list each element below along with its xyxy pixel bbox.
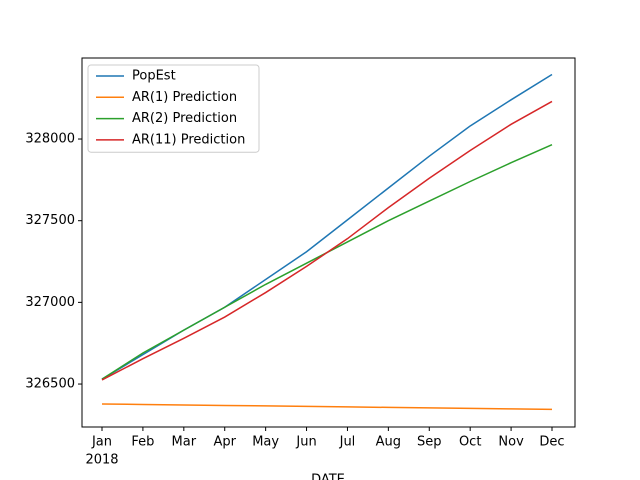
x-tick-label: Jan xyxy=(91,435,112,450)
axes-frame xyxy=(81,57,576,428)
x-axis-label: DATE xyxy=(311,473,345,480)
x-tick-label: Oct xyxy=(459,435,481,450)
x-tick-label: Jun xyxy=(295,435,316,450)
x-tick-label: Dec xyxy=(539,435,564,450)
y-tick-label: 327500 xyxy=(25,213,75,228)
x-tick-label: Nov xyxy=(498,435,524,450)
x-tick-label: Jul xyxy=(339,435,356,450)
y-tick-label: 327000 xyxy=(25,295,75,310)
legend-label: AR(11) Prediction xyxy=(132,132,245,147)
x-tick-label: May xyxy=(252,435,279,450)
series-line xyxy=(101,403,553,411)
legend-label: AR(2) Prediction xyxy=(132,111,237,126)
x-tick-label: Sep xyxy=(417,435,442,450)
x-tick-label: Feb xyxy=(131,435,154,450)
x-tick-label: Aug xyxy=(376,435,401,450)
legend-box xyxy=(87,64,260,153)
legend-label: AR(1) Prediction xyxy=(132,90,237,105)
plot-area xyxy=(101,73,553,411)
y-tick-label: 328000 xyxy=(25,132,75,147)
legend-label: PopEst xyxy=(132,69,176,84)
year-label: 2018 xyxy=(85,453,118,468)
x-tick-label: Mar xyxy=(172,435,197,450)
y-tick-label: 326500 xyxy=(25,377,75,392)
x-tick-label: Apr xyxy=(213,435,236,450)
series-line xyxy=(101,100,553,381)
